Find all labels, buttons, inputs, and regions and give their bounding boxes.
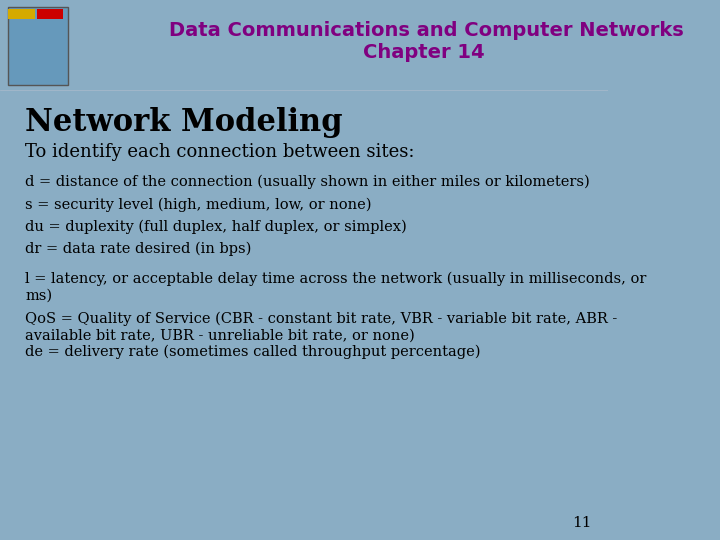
Text: Network Modeling: Network Modeling	[25, 106, 343, 138]
Text: du = duplexity (full duplex, half duplex, or simplex): du = duplexity (full duplex, half duplex…	[25, 220, 407, 234]
Text: 11: 11	[572, 516, 591, 530]
Text: de = delivery rate (sometimes called throughput percentage): de = delivery rate (sometimes called thr…	[25, 345, 481, 360]
Text: QoS = Quality of Service (CBR - constant bit rate, VBR - variable bit rate, ABR : QoS = Quality of Service (CBR - constant…	[25, 312, 618, 342]
Text: Chapter 14: Chapter 14	[364, 43, 485, 62]
FancyBboxPatch shape	[9, 9, 35, 19]
FancyBboxPatch shape	[9, 7, 68, 85]
FancyBboxPatch shape	[37, 9, 63, 19]
FancyBboxPatch shape	[0, 0, 608, 90]
Text: Data Communications and Computer Networks: Data Communications and Computer Network…	[169, 21, 684, 39]
Text: l = latency, or acceptable delay time across the network (usually in millisecond: l = latency, or acceptable delay time ac…	[25, 272, 647, 302]
Text: dr = data rate desired (in bps): dr = data rate desired (in bps)	[25, 242, 252, 256]
Text: d = distance of the connection (usually shown in either miles or kilometers): d = distance of the connection (usually …	[25, 175, 590, 190]
Text: To identify each connection between sites:: To identify each connection between site…	[25, 143, 415, 161]
Text: s = security level (high, medium, low, or none): s = security level (high, medium, low, o…	[25, 198, 372, 212]
